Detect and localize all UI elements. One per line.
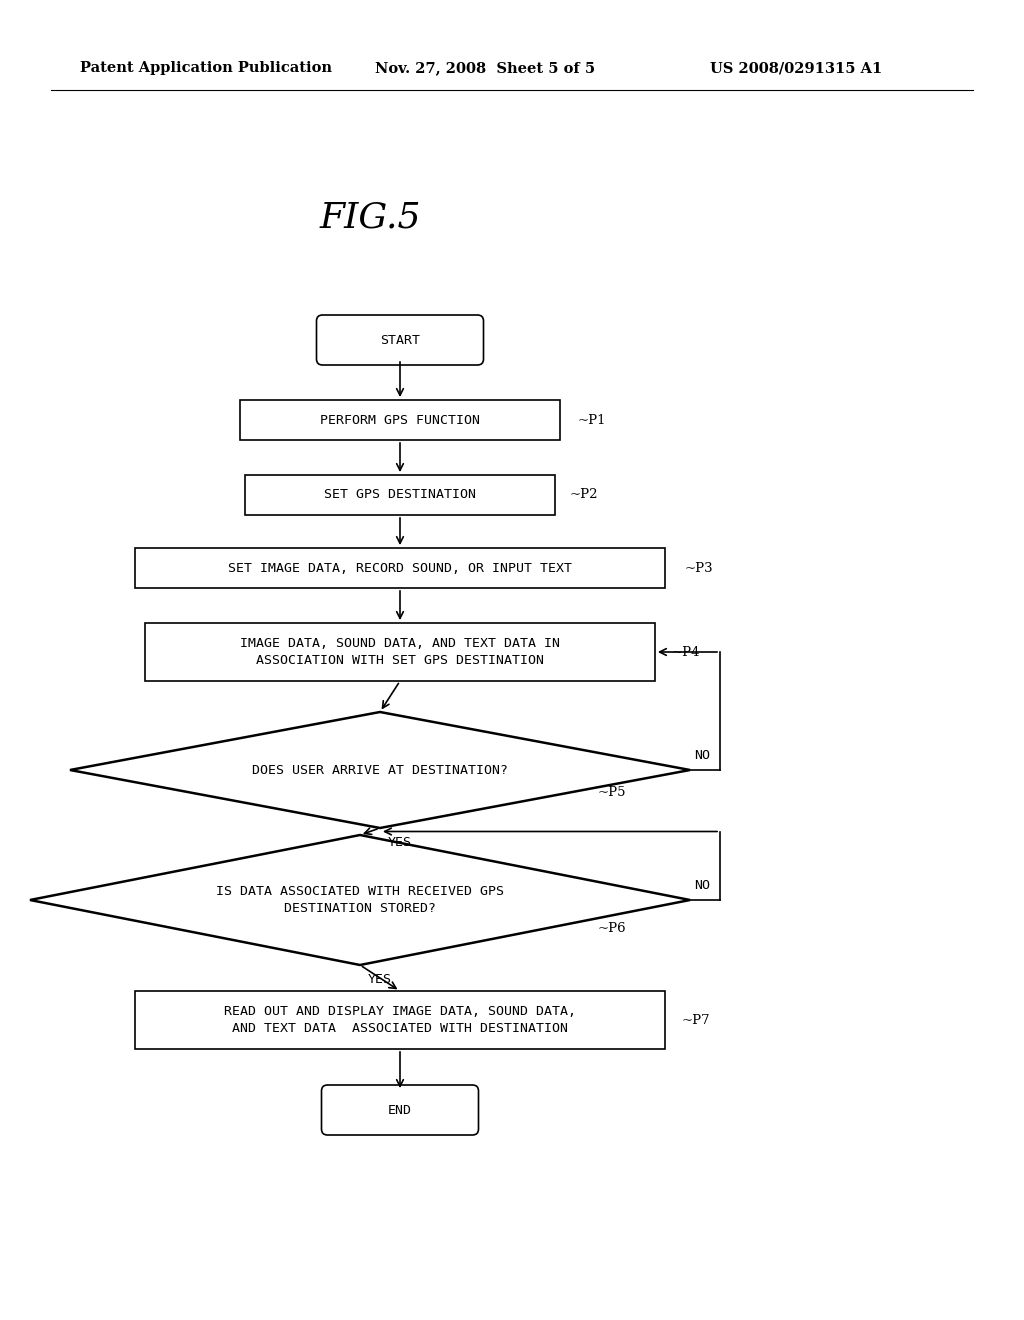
Text: NO: NO <box>694 748 710 762</box>
Text: YES: YES <box>368 973 392 986</box>
Text: IS DATA ASSOCIATED WITH RECEIVED GPS
DESTINATION STORED?: IS DATA ASSOCIATED WITH RECEIVED GPS DES… <box>216 884 504 915</box>
Polygon shape <box>30 836 690 965</box>
Bar <box>135 548 665 587</box>
Text: READ OUT AND DISPLAY IMAGE DATA, SOUND DATA,
AND TEXT DATA  ASSOCIATED WITH DEST: READ OUT AND DISPLAY IMAGE DATA, SOUND D… <box>224 1005 575 1035</box>
FancyBboxPatch shape <box>316 315 483 366</box>
Text: YES: YES <box>388 836 412 849</box>
Text: ~P7: ~P7 <box>682 1014 711 1027</box>
Text: ~P3: ~P3 <box>685 561 714 574</box>
Text: IMAGE DATA, SOUND DATA, AND TEXT DATA IN
ASSOCIATION WITH SET GPS DESTINATION: IMAGE DATA, SOUND DATA, AND TEXT DATA IN… <box>240 638 560 667</box>
Text: START: START <box>380 334 420 346</box>
Text: ~P5: ~P5 <box>598 787 627 800</box>
Polygon shape <box>70 711 690 828</box>
Text: SET IMAGE DATA, RECORD SOUND, OR INPUT TEXT: SET IMAGE DATA, RECORD SOUND, OR INPUT T… <box>228 561 572 574</box>
Text: PERFORM GPS FUNCTION: PERFORM GPS FUNCTION <box>319 413 480 426</box>
Text: END: END <box>388 1104 412 1117</box>
Bar <box>135 991 665 1049</box>
FancyBboxPatch shape <box>322 1085 478 1135</box>
Text: NO: NO <box>694 879 710 892</box>
Text: ~P6: ~P6 <box>598 921 627 935</box>
Text: Nov. 27, 2008  Sheet 5 of 5: Nov. 27, 2008 Sheet 5 of 5 <box>375 61 595 75</box>
Text: FIG.5: FIG.5 <box>319 201 421 235</box>
Bar <box>145 623 655 681</box>
Text: ~P1: ~P1 <box>578 413 606 426</box>
Text: ~P4: ~P4 <box>672 645 700 659</box>
Bar <box>240 400 560 440</box>
Text: DOES USER ARRIVE AT DESTINATION?: DOES USER ARRIVE AT DESTINATION? <box>252 763 508 776</box>
Text: SET GPS DESTINATION: SET GPS DESTINATION <box>324 488 476 502</box>
Bar <box>245 475 555 515</box>
Text: ~P2: ~P2 <box>570 488 598 502</box>
Text: Patent Application Publication: Patent Application Publication <box>80 61 332 75</box>
Text: US 2008/0291315 A1: US 2008/0291315 A1 <box>710 61 883 75</box>
